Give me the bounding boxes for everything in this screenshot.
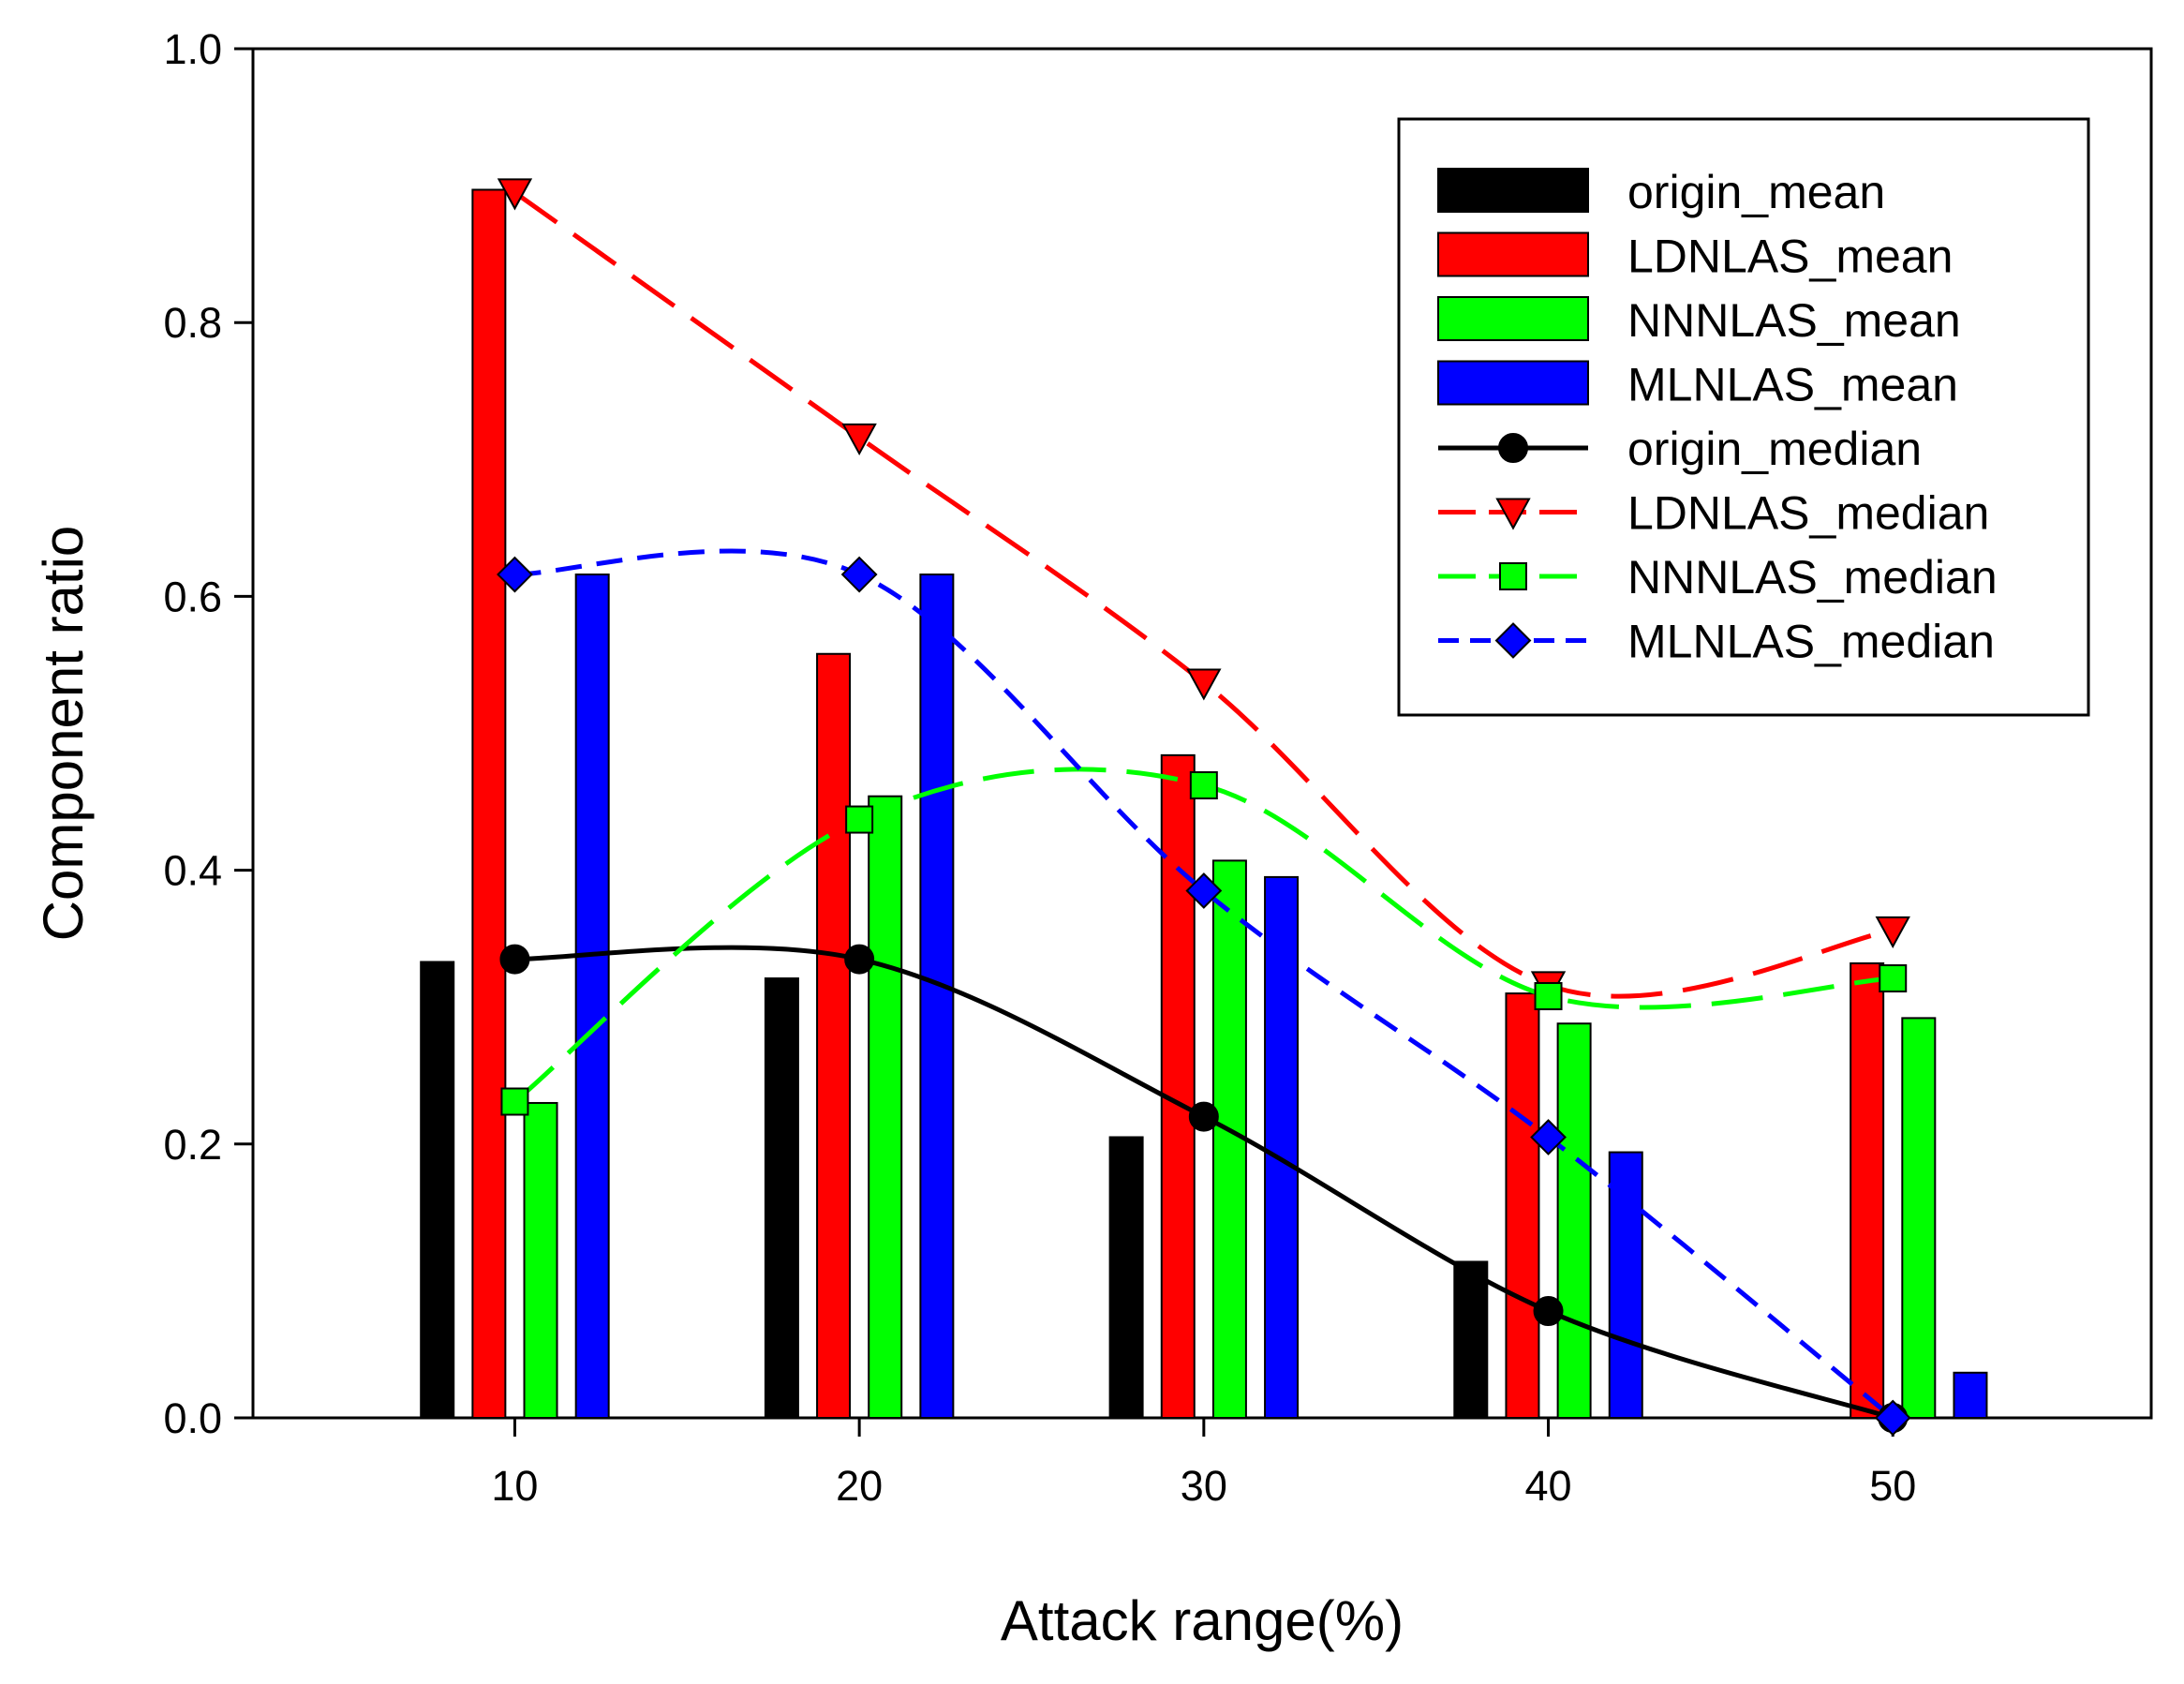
x-axis-title: Attack range(%) bbox=[1001, 1589, 1404, 1652]
bar-mlnlas-mean bbox=[574, 574, 610, 1419]
point-nnnlas-median bbox=[500, 1087, 529, 1116]
line-ldnlas-median bbox=[513, 190, 1894, 999]
bar-mlnlas-mean bbox=[1264, 875, 1300, 1419]
bar-ldnlas-mean bbox=[1505, 992, 1540, 1419]
legend-label: LDNLAS_median bbox=[1627, 487, 1989, 540]
y-tick-label: 0.4 bbox=[163, 847, 222, 895]
point-origin-median bbox=[844, 944, 875, 975]
plot-frame bbox=[251, 47, 2153, 1420]
point-origin-median bbox=[499, 944, 530, 975]
bar-ldnlas-mean bbox=[1160, 753, 1196, 1419]
x-tick-label: 30 bbox=[1181, 1462, 1227, 1510]
bar-origin-mean bbox=[764, 977, 799, 1420]
point-mlnlas-median bbox=[1530, 1119, 1567, 1155]
point-ldnlas-median bbox=[1186, 668, 1222, 701]
bar-mlnlas-mean bbox=[1608, 1151, 1643, 1420]
legend-marker-ldnlas-median bbox=[1495, 498, 1531, 530]
legend-swatch-nnnlas-mean bbox=[1437, 296, 1589, 341]
point-nnnlas-median bbox=[845, 805, 874, 834]
point-nnnlas-median bbox=[1879, 964, 1908, 993]
point-ldnlas-median bbox=[841, 423, 877, 456]
legend-label: NNNLAS_mean bbox=[1627, 294, 1961, 347]
legend-marker-origin-median bbox=[1498, 433, 1528, 463]
legend-marker-nnnlas-median bbox=[1499, 562, 1527, 590]
point-nnnlas-median bbox=[1189, 771, 1218, 800]
legend-swatch-ldnlas-mean bbox=[1437, 231, 1589, 277]
bar-nnnlas-mean bbox=[1901, 1017, 1937, 1419]
point-ldnlas-median bbox=[1875, 916, 1910, 948]
bar-origin-mean bbox=[1108, 1136, 1144, 1419]
legend-marker-mlnlas-median bbox=[1494, 622, 1532, 659]
bar-origin-mean bbox=[1453, 1260, 1489, 1420]
y-axis-title: Component ratio bbox=[32, 526, 95, 942]
bar-ldnlas-mean bbox=[816, 652, 852, 1419]
legend-box bbox=[1397, 117, 2090, 717]
legend-label: NNNLAS_median bbox=[1627, 551, 1998, 604]
point-origin-median bbox=[1533, 1296, 1564, 1327]
y-tick-label: 0.2 bbox=[163, 1121, 222, 1169]
bar-mlnlas-mean bbox=[1953, 1371, 1988, 1419]
line-mlnlas-median bbox=[514, 548, 1894, 1420]
point-nnnlas-median bbox=[1534, 982, 1563, 1011]
legend-label: MLNLAS_mean bbox=[1627, 359, 1958, 411]
x-tick-label: 20 bbox=[836, 1462, 883, 1510]
y-tick-label: 0.6 bbox=[163, 573, 222, 620]
legend-swatch-origin-mean bbox=[1437, 168, 1589, 213]
point-mlnlas-median bbox=[497, 556, 533, 593]
x-tick-label: 10 bbox=[491, 1462, 538, 1510]
legend-label: LDNLAS_mean bbox=[1627, 231, 1953, 283]
point-ldnlas-median bbox=[497, 178, 533, 211]
legend-label: MLNLAS_median bbox=[1627, 616, 1995, 668]
line-origin-median bbox=[514, 945, 1894, 1421]
bar-origin-mean bbox=[420, 961, 455, 1420]
point-mlnlas-median bbox=[840, 556, 878, 593]
bar-ldnlas-mean bbox=[471, 188, 507, 1419]
bar-nnnlas-mean bbox=[1556, 1022, 1592, 1420]
x-tick-label: 50 bbox=[1869, 1462, 1916, 1510]
bar-nnnlas-mean bbox=[868, 795, 903, 1419]
y-tick-label: 1.0 bbox=[163, 25, 222, 73]
bar-ldnlas-mean bbox=[1850, 961, 1885, 1419]
y-tick-label: 0.0 bbox=[163, 1394, 222, 1442]
y-tick-label: 0.8 bbox=[163, 299, 222, 347]
point-origin-median bbox=[1188, 1101, 1219, 1132]
line-nnnlas-median bbox=[513, 767, 1894, 1104]
legend-swatch-mlnlas-mean bbox=[1437, 360, 1589, 406]
x-tick-label: 40 bbox=[1525, 1462, 1572, 1510]
bar-nnnlas-mean bbox=[1211, 859, 1247, 1419]
bar-mlnlas-mean bbox=[919, 574, 955, 1419]
point-mlnlas-median bbox=[1874, 1399, 1911, 1437]
legend-label: origin_mean bbox=[1627, 166, 1885, 218]
point-mlnlas-median bbox=[1185, 872, 1223, 909]
legend-label: origin_median bbox=[1627, 423, 1922, 475]
bar-nnnlas-mean bbox=[523, 1101, 558, 1419]
